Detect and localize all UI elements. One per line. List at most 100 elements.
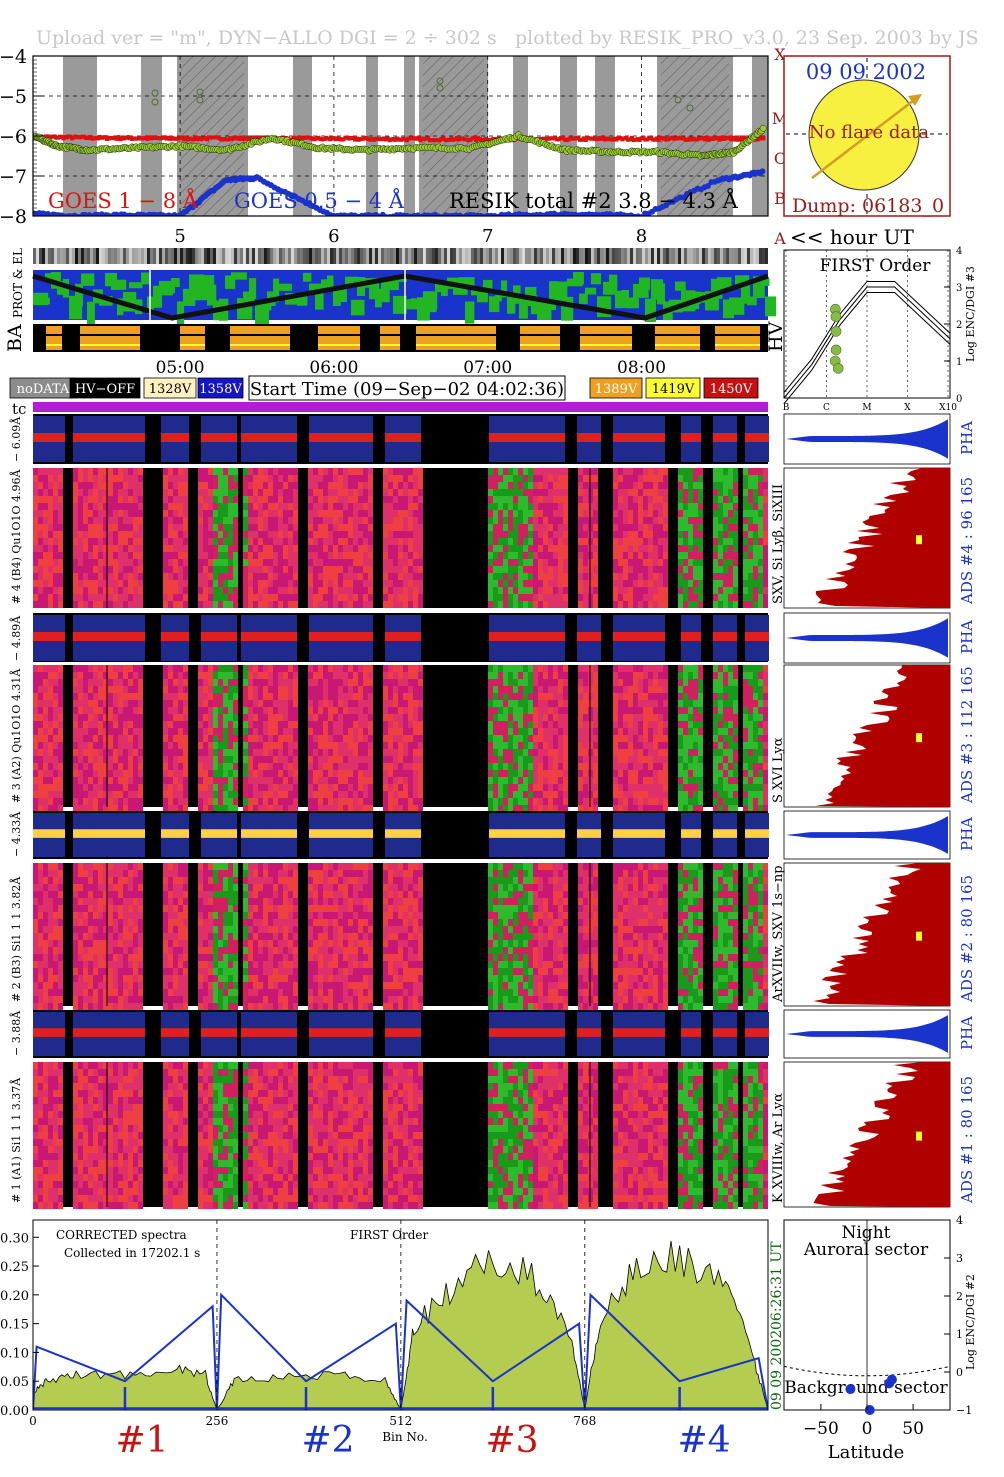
spectrogram-cell — [93, 475, 98, 482]
spectrogram-cell — [108, 728, 113, 735]
spectrogram-cell — [33, 587, 38, 594]
spectrogram-cell — [723, 559, 728, 566]
spectrogram-cell — [723, 594, 728, 601]
spectrogram-cell — [583, 517, 588, 524]
spectrogram-cell — [308, 489, 313, 496]
spectrogram-cell — [118, 573, 123, 580]
spectrogram-cell — [138, 594, 143, 601]
spectrogram-cell — [688, 580, 693, 587]
pha-peak — [521, 433, 525, 442]
pha-peak — [73, 433, 77, 442]
spectrogram-cell — [258, 573, 263, 580]
spectrogram-cell — [658, 601, 663, 608]
spectrogram-cell — [178, 672, 183, 679]
pha-peak — [185, 632, 189, 641]
spectrogram-cell — [523, 496, 528, 503]
spectrogram-cell — [163, 524, 168, 531]
pha-peak — [489, 632, 493, 641]
spectrogram-cell — [258, 587, 263, 594]
spectrogram-cell — [78, 700, 83, 707]
spectrogram-cell — [503, 503, 508, 510]
spectrogram-cell — [268, 601, 273, 608]
spectrogram-cell — [518, 489, 523, 496]
spectrogram-cell — [233, 573, 238, 580]
spectrogram-cell — [73, 805, 78, 812]
spectrogram-cell — [43, 566, 48, 573]
spectrogram-cell — [133, 496, 138, 503]
spectrogram-cell — [33, 524, 38, 531]
pha-peak — [749, 433, 753, 442]
spectrogram-cell — [658, 538, 663, 545]
pha-peak — [229, 433, 233, 442]
spectrogram-cell — [178, 489, 183, 496]
spectrogram-cell — [408, 475, 413, 482]
pha-peak — [285, 433, 289, 442]
spectrogram-cell — [293, 510, 298, 517]
spectrogram-cell — [263, 566, 268, 573]
pha-peak — [541, 433, 545, 442]
spectrogram-cell — [43, 679, 48, 686]
pha-peak — [177, 632, 181, 641]
spectrogram-cell — [528, 482, 533, 489]
spectrogram-cell — [633, 524, 638, 531]
spectrogram-cell — [43, 707, 48, 714]
spectrogram-cell — [128, 742, 133, 749]
spectrogram-cell — [178, 700, 183, 707]
spectrogram-cell — [168, 503, 173, 510]
spectrogram-cell — [123, 721, 128, 728]
spectrogram-cell — [88, 805, 93, 812]
spectrogram-cell — [178, 510, 183, 517]
dgi-cell — [381, 248, 384, 264]
spectrogram-cell — [88, 763, 93, 770]
spectrogram-cell — [693, 496, 698, 503]
spectrogram-cell — [258, 517, 263, 524]
spectrogram-cell — [73, 489, 78, 496]
spectrogram-cell — [128, 503, 133, 510]
spectrogram-cell — [168, 721, 173, 728]
spectrogram-cell — [338, 496, 343, 503]
goes18-point — [256, 135, 261, 140]
spectrogram-cell — [278, 566, 283, 573]
spectrogram-cell — [513, 510, 518, 517]
spectrogram-cell — [278, 489, 283, 496]
spectrogram-cell — [408, 482, 413, 489]
spectrogram-cell — [248, 531, 253, 538]
pha-peak — [133, 632, 137, 641]
spectrogram-cell — [113, 503, 118, 510]
spectrogram-cell — [168, 517, 173, 524]
spectrogram-cell — [623, 489, 628, 496]
dgi-cell — [357, 248, 360, 264]
spectrogram-cell — [138, 580, 143, 587]
dgi-cell — [726, 248, 729, 264]
spectrogram-cell — [718, 482, 723, 489]
spectrogram-cell — [128, 545, 133, 552]
spectrogram-cell — [38, 510, 43, 517]
spectrogram-cell — [203, 665, 208, 672]
pha-peak — [101, 632, 105, 641]
spectrogram-cell — [308, 524, 313, 531]
spectrogram-cell — [493, 482, 498, 489]
spectrogram-cell — [333, 538, 338, 545]
spectrogram-cell — [138, 798, 143, 805]
spectrogram-cell — [503, 566, 508, 573]
spectrogram-cell — [88, 489, 93, 496]
spectrogram-cell — [33, 601, 38, 608]
spectrogram-cell — [108, 679, 113, 686]
spectrogram-cell — [488, 573, 493, 580]
spectrogram-cell — [488, 468, 493, 475]
spectrogram-cell — [688, 538, 693, 545]
spectrogram-cell — [528, 573, 533, 580]
spectrogram-cell — [683, 573, 688, 580]
hv-segment — [416, 336, 496, 350]
spectrogram-cell — [513, 531, 518, 538]
spectrogram-cell — [683, 545, 688, 552]
first-order-xtick: X10 — [939, 403, 957, 413]
spectrogram-cell — [743, 510, 748, 517]
spectrogram-cell — [198, 665, 203, 672]
spectrogram-cell — [543, 580, 548, 587]
spectrogram-cell — [198, 714, 203, 721]
spectrogram-cell — [613, 510, 618, 517]
spectrogram-cell — [693, 545, 698, 552]
spectrogram-cell — [273, 489, 278, 496]
spectrogram-cell — [643, 517, 648, 524]
